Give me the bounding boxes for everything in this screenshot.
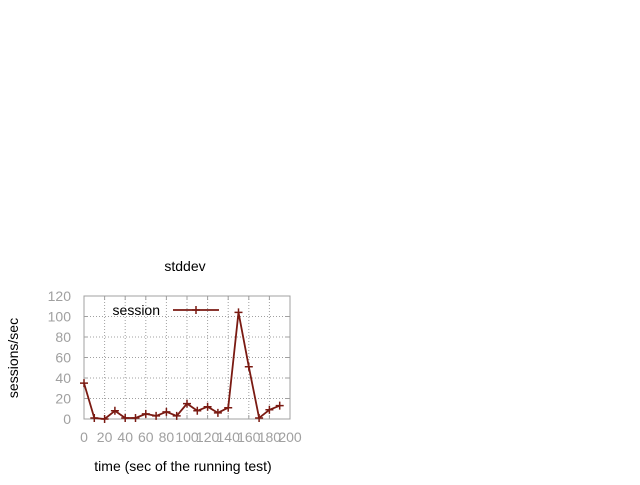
tick-labels: 0 20 40 60 80 1001201401601802000204060801001… bbox=[48, 288, 302, 445]
x-tick-label: 120 bbox=[196, 429, 220, 445]
data-point bbox=[213, 408, 222, 417]
x-tick-label: 40 bbox=[117, 429, 133, 445]
data-point bbox=[141, 409, 150, 418]
y-tick-label: 100 bbox=[48, 309, 72, 325]
y-tick-label: 60 bbox=[55, 350, 71, 366]
x-tick-label: 180 bbox=[258, 429, 282, 445]
x-axis-label: time (sec of the running test) bbox=[94, 458, 271, 474]
x-tick-label: 160 bbox=[237, 429, 261, 445]
data-point bbox=[100, 415, 109, 423]
data-point bbox=[162, 407, 171, 416]
x-tick-label: 200 bbox=[278, 429, 302, 445]
data-point bbox=[121, 413, 130, 422]
data-point bbox=[224, 403, 233, 412]
data-point bbox=[255, 413, 264, 422]
legend-marker bbox=[192, 306, 200, 314]
x-tick-label: 60 bbox=[138, 429, 154, 445]
data-point bbox=[203, 402, 212, 411]
x-tick-label: 80 bbox=[159, 429, 175, 445]
grid bbox=[84, 296, 290, 419]
x-tick-label: 0 bbox=[80, 429, 88, 445]
legend: session bbox=[113, 302, 219, 318]
data-point bbox=[172, 411, 181, 420]
y-tick-label: 40 bbox=[55, 370, 71, 386]
data-point bbox=[193, 406, 202, 415]
data-point bbox=[90, 413, 99, 422]
legend-label: session bbox=[113, 302, 160, 318]
data-point bbox=[234, 308, 243, 317]
y-tick-label: 80 bbox=[55, 329, 71, 345]
series-layer bbox=[80, 308, 284, 423]
x-tick-label: 100 bbox=[175, 429, 199, 445]
x-tick-label: 140 bbox=[217, 429, 241, 445]
data-point bbox=[275, 401, 284, 410]
data-point bbox=[265, 405, 274, 414]
data-point bbox=[183, 399, 191, 408]
data-point bbox=[152, 411, 161, 420]
x-tick-label: 20 bbox=[97, 429, 113, 445]
series-line bbox=[83, 311, 281, 420]
data-point bbox=[80, 379, 88, 388]
y-tick-label: 120 bbox=[48, 288, 72, 304]
chart-title: stddev bbox=[164, 258, 205, 274]
y-axis-label: sessions/sec bbox=[5, 318, 21, 398]
y-tick-label: 20 bbox=[55, 391, 71, 407]
y-tick-label: 0 bbox=[63, 411, 71, 427]
data-point bbox=[110, 406, 119, 415]
data-point bbox=[131, 413, 140, 422]
data-point bbox=[244, 362, 253, 371]
